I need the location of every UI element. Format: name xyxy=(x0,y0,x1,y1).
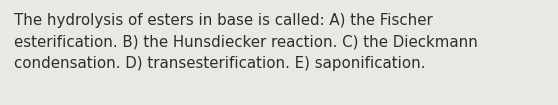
Text: The hydrolysis of esters in base is called: A) the Fischer
esterification. B) th: The hydrolysis of esters in base is call… xyxy=(14,13,478,71)
